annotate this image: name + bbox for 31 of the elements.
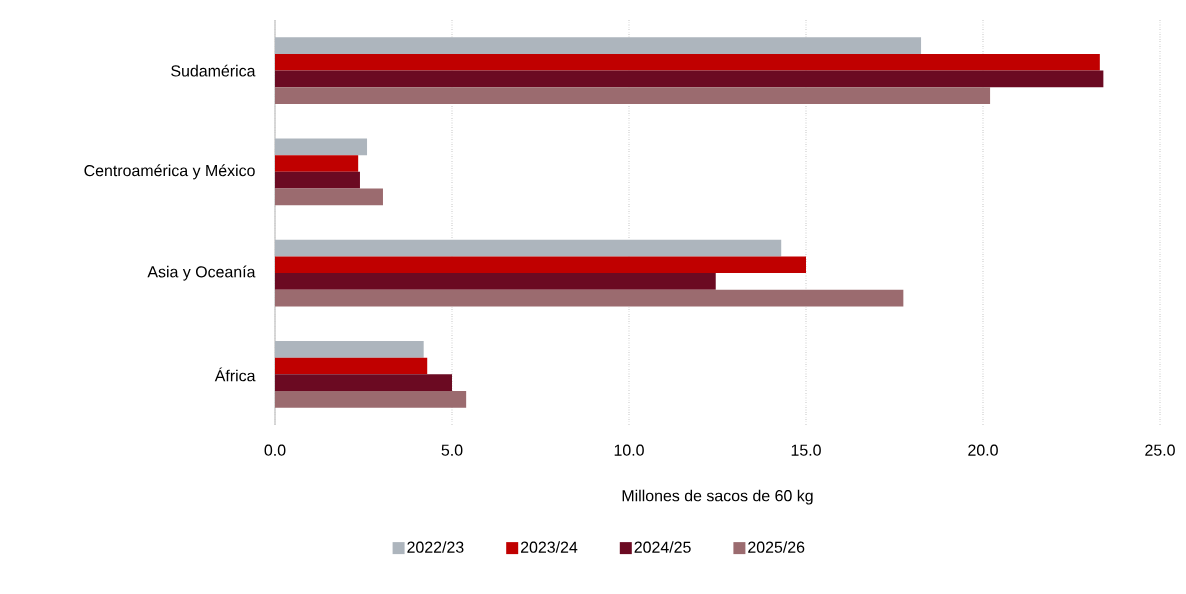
bar	[275, 289, 904, 307]
bar	[275, 273, 716, 290]
x-tick-label: 15.0	[791, 444, 821, 456]
x-tick-label: 25.0	[1145, 444, 1175, 456]
legend-label: 2023/24	[520, 541, 578, 553]
x-axis-title: Millones de sacos de 60 kg	[622, 489, 813, 505]
bar	[275, 53, 1100, 71]
y-tick-label: África	[214, 367, 256, 382]
bar	[275, 340, 424, 358]
bar	[275, 138, 368, 156]
bar	[275, 87, 991, 105]
y-tick-label: Asia y Oceanía	[147, 265, 256, 281]
bar	[275, 70, 1104, 88]
x-tick-label: 20.0	[968, 444, 998, 456]
legend-label: 2025/26	[748, 541, 805, 553]
bar	[275, 171, 360, 189]
x-tick-label: 5.0	[441, 444, 463, 456]
bar	[275, 239, 782, 257]
bar	[275, 256, 806, 274]
bar	[275, 155, 359, 172]
y-tick-label: Sudamérica	[171, 64, 256, 77]
bar	[275, 391, 467, 408]
bar	[275, 37, 922, 54]
bar	[275, 357, 428, 375]
x-tick-label: 0.0	[264, 444, 286, 456]
x-tick-label: 10.0	[614, 444, 644, 456]
y-tick-label: Centroamérica y México	[84, 164, 255, 180]
legend-label: 2022/23	[407, 541, 464, 553]
legend-label: 2024/25	[634, 541, 691, 553]
bar	[275, 374, 452, 392]
bar	[275, 188, 383, 206]
